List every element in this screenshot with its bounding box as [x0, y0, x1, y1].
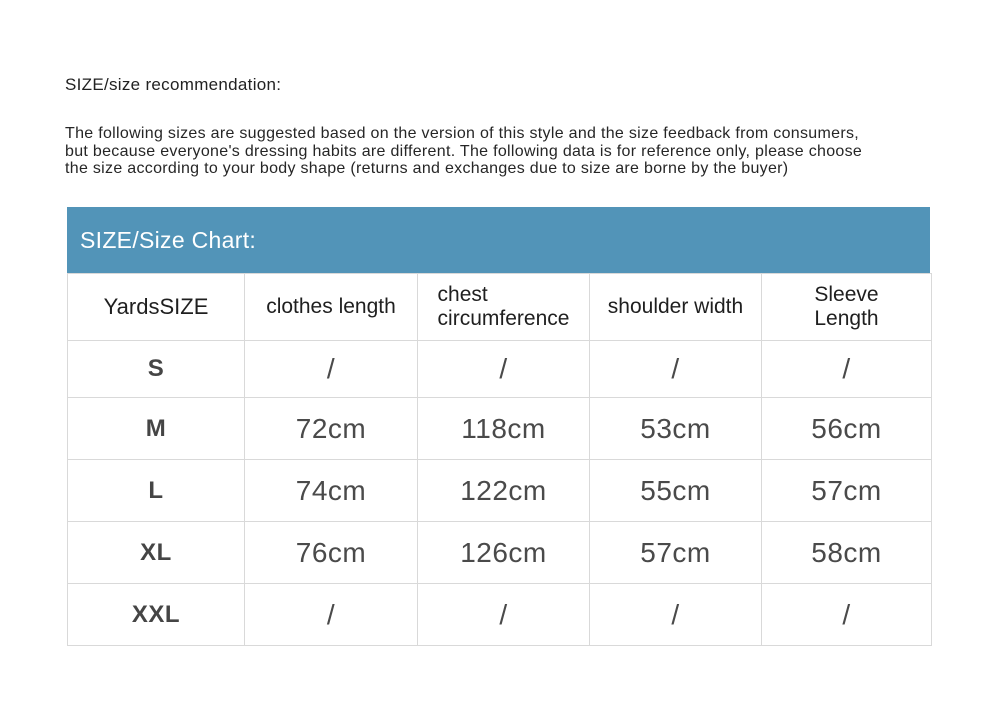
value-cell: 74cm — [244, 459, 418, 522]
recommendation-line-2: but because everyone's dressing habits a… — [65, 142, 863, 160]
value-cell: 76cm — [244, 521, 418, 584]
recommendation-title: SIZE/size recommendation: — [65, 75, 282, 94]
value-cell: / — [244, 583, 418, 646]
value-cell: / — [417, 583, 590, 646]
size-chart-banner: SIZE/Size Chart: — [67, 207, 930, 273]
column-header-sleeve-length: Sleeve Length — [761, 273, 932, 341]
value-cell: 53cm — [589, 397, 762, 460]
column-header-sleeve-length-label: Sleeve Length — [814, 283, 879, 330]
table-row-xxl: XXL / / / / — [67, 583, 932, 646]
value-cell: 55cm — [589, 459, 762, 522]
size-cell: M — [67, 397, 245, 460]
size-cell: XL — [67, 521, 245, 584]
value-cell: / — [244, 340, 418, 398]
column-header-shoulder-width-label: shoulder width — [607, 295, 744, 318]
column-header-size-label: YardsSIZE — [103, 294, 209, 319]
column-header-chest-circumference-label: chest circumference — [437, 283, 570, 330]
value-cell: 56cm — [761, 397, 932, 460]
table-row-s: S / / / / — [67, 340, 932, 398]
recommendation-line-1: The following sizes are suggested based … — [65, 125, 859, 142]
value-cell: 57cm — [761, 459, 932, 522]
value-cell: / — [589, 340, 762, 398]
value-cell: / — [417, 340, 590, 398]
column-header-clothes-length-label: clothes length — [266, 295, 396, 318]
table-row-m: M 72cm 118cm 53cm 56cm — [67, 397, 932, 460]
value-cell: 118cm — [417, 397, 590, 460]
value-cell: 57cm — [589, 521, 762, 584]
column-header-shoulder-width: shoulder width — [589, 273, 762, 341]
value-cell: 122cm — [417, 459, 590, 522]
value-cell: 58cm — [761, 521, 932, 584]
table-row-l: L 74cm 122cm 55cm 57cm — [67, 459, 932, 522]
column-header-size: YardsSIZE — [67, 273, 245, 341]
table-header-row: YardsSIZE clothes length chest circumfer… — [67, 273, 932, 341]
value-cell: / — [761, 340, 932, 398]
column-header-chest-circumference: chest circumference — [417, 273, 590, 341]
size-cell: S — [67, 340, 245, 398]
size-chart-banner-title: SIZE/Size Chart: — [80, 226, 257, 253]
size-cell: L — [67, 459, 245, 522]
value-cell: / — [589, 583, 762, 646]
value-cell: 126cm — [417, 521, 590, 584]
recommendation-line-3: the size according to your body shape (r… — [65, 160, 789, 177]
value-cell: 72cm — [244, 397, 418, 460]
size-table: YardsSIZE clothes length chest circumfer… — [67, 273, 932, 646]
size-cell: XXL — [67, 583, 245, 646]
value-cell: / — [761, 583, 932, 646]
column-header-clothes-length: clothes length — [244, 273, 418, 341]
recommendation-text: The following sizes are suggested based … — [65, 125, 943, 178]
table-row-xl: XL 76cm 126cm 57cm 58cm — [67, 521, 932, 584]
